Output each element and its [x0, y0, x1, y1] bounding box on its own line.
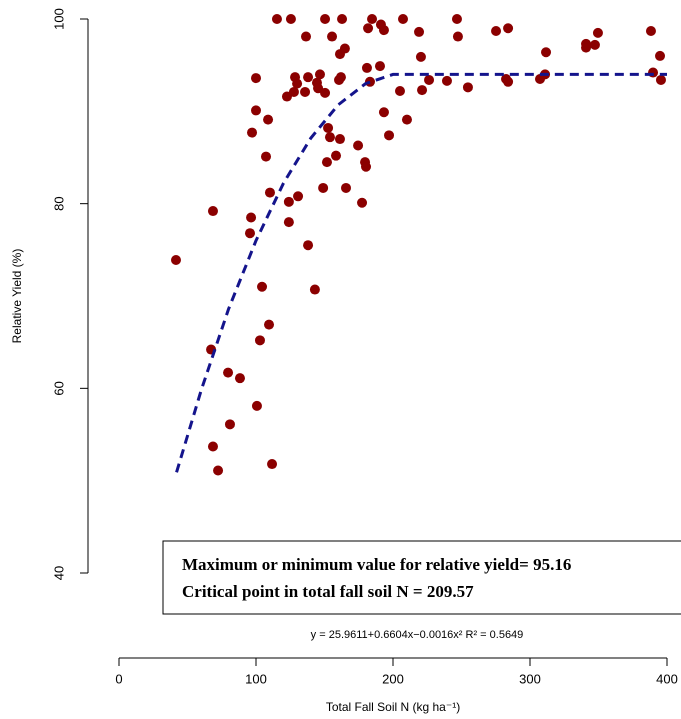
- point: [301, 31, 312, 42]
- point: [288, 86, 299, 97]
- point: [462, 82, 473, 93]
- point: [378, 107, 389, 118]
- point: [491, 26, 502, 37]
- point: [645, 26, 656, 37]
- point: [361, 161, 372, 172]
- point: [334, 134, 345, 145]
- point: [303, 240, 314, 251]
- point: [251, 105, 261, 116]
- point: [415, 51, 426, 62]
- point: [321, 157, 332, 168]
- point: [300, 86, 311, 97]
- y-tick-label: 80: [51, 196, 66, 210]
- annotation: Maximum or minimum value for relative yi…: [182, 555, 571, 574]
- point: [223, 367, 234, 378]
- point: [314, 69, 325, 80]
- fit-curve: [175, 72, 667, 473]
- point: [207, 441, 218, 452]
- point: [320, 14, 331, 24]
- point: [331, 150, 342, 161]
- point: [503, 23, 514, 34]
- point: [655, 74, 666, 85]
- point: [337, 14, 348, 24]
- annotation-box: [162, 540, 681, 615]
- point: [292, 78, 303, 89]
- y-tick-label: 60: [51, 381, 66, 395]
- point: [251, 400, 262, 411]
- point: [170, 254, 181, 265]
- point: [503, 76, 514, 87]
- point: [263, 114, 274, 125]
- point: [309, 284, 320, 295]
- point: [264, 319, 275, 330]
- x-tick-label: 100: [245, 671, 267, 686]
- point: [254, 335, 265, 346]
- point: [335, 72, 346, 83]
- point: [246, 212, 257, 223]
- point: [592, 27, 603, 38]
- point: [283, 196, 294, 207]
- point: [357, 197, 368, 208]
- point: [384, 130, 395, 141]
- point: [339, 43, 350, 54]
- x-tick-label: 0: [115, 671, 122, 686]
- point: [655, 50, 666, 61]
- point: [378, 25, 389, 36]
- annotation: Critical point in total fall soil N = 20…: [182, 582, 474, 601]
- point: [353, 140, 364, 151]
- point: [213, 465, 224, 476]
- point: [261, 151, 272, 162]
- point: [303, 72, 314, 83]
- point: [207, 206, 218, 217]
- x-tick-label: 300: [519, 671, 541, 686]
- point: [323, 122, 334, 133]
- point: [367, 14, 378, 24]
- point: [452, 31, 463, 42]
- x-tick-label: 200: [382, 671, 404, 686]
- point: [424, 74, 435, 85]
- point: [581, 38, 592, 49]
- point: [451, 14, 462, 24]
- point: [414, 26, 425, 37]
- point: [589, 39, 600, 50]
- point: [398, 14, 409, 24]
- point: [363, 23, 374, 34]
- point: [251, 73, 261, 84]
- point: [283, 217, 294, 228]
- point: [648, 67, 659, 78]
- point: [374, 61, 385, 72]
- point: [271, 14, 282, 24]
- point: [267, 459, 278, 470]
- x-tick-label: 400: [656, 671, 678, 686]
- point: [293, 191, 304, 202]
- point: [244, 228, 255, 239]
- y-tick-label: 40: [51, 566, 66, 580]
- point: [394, 86, 405, 97]
- point: [247, 127, 258, 138]
- x-axis-label: Total Fall Soil N (kg ha⁻¹): [326, 700, 460, 714]
- equation: y = 25.9611+0.6604x−0.0016x² R² = 0.5649: [311, 629, 524, 641]
- y-axis-label: Relative Yield (%): [10, 249, 24, 344]
- point: [417, 85, 428, 96]
- point: [324, 132, 335, 143]
- point: [264, 187, 275, 198]
- point: [234, 373, 245, 384]
- point: [257, 281, 268, 292]
- point: [341, 182, 352, 193]
- y-tick-label: 100: [51, 8, 66, 30]
- point: [320, 87, 331, 98]
- point: [441, 75, 452, 86]
- point: [327, 31, 338, 42]
- point: [285, 14, 296, 24]
- point: [318, 182, 329, 193]
- point: [541, 47, 552, 58]
- point: [361, 62, 372, 73]
- point: [401, 114, 412, 125]
- point: [224, 419, 235, 430]
